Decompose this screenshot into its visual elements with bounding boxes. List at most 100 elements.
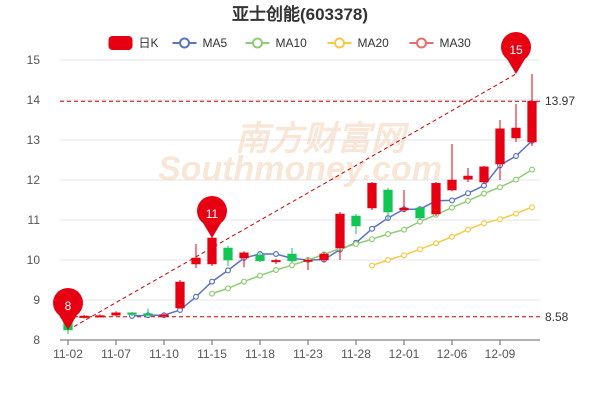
ma-point [528,204,535,211]
legend-label: 日K [139,36,159,50]
y-tick-label: 11 [28,213,41,227]
ma-point [369,236,376,243]
legend-dot-icon [334,37,345,49]
y-tick-label: 12 [27,173,41,187]
y-tick-label: 8 [33,333,40,347]
candle [255,252,265,262]
legend-dot-icon [416,37,427,49]
ma-point [512,176,519,183]
ma-point [385,231,392,238]
ma-point [241,278,248,285]
ma-point [481,220,488,227]
candle [287,248,297,263]
candle [383,188,393,220]
x-tick-label: 11-02 [53,347,83,361]
candle [319,252,329,262]
legend-item-ma30[interactable]: MA30 [409,36,472,50]
ma-point [465,190,472,197]
candle-body [479,166,489,183]
candle [207,236,217,266]
legend-label: MA30 [440,36,472,50]
ma-point [369,262,376,269]
x-tick-label: 12-01 [389,347,420,361]
candle-body [159,314,169,317]
ma-point [209,278,216,285]
candle [511,104,521,142]
candle [159,313,169,318]
x-tick-label: 11-23 [293,347,323,361]
ma-point [465,197,472,204]
ma-point [401,252,408,259]
candle-body [303,259,313,262]
legend-item-ma20[interactable]: MA20 [327,36,390,50]
legend-item-ma5[interactable]: MA5 [172,36,228,50]
candle [431,182,441,216]
candle-body [175,281,185,309]
ma-point [369,225,376,232]
candle [127,312,137,316]
marker-pin [53,288,84,330]
watermark: 南方财富网 Southmoney.com [158,120,442,188]
marker-pin [501,31,531,74]
candle-body [79,315,89,318]
x-tick-label: 11-28 [341,347,371,361]
candle [415,206,425,220]
candle [111,311,121,316]
marker-pin [197,196,228,238]
candle [223,246,233,266]
candle-body [287,253,297,262]
candle-body [207,237,217,265]
candle-body [495,128,505,165]
legend-item-日k[interactable]: 日K [108,36,159,50]
candle [335,212,345,260]
legend-label: MA10 [276,36,308,50]
candle-body [239,252,249,259]
ma-point [257,272,264,279]
candle [175,280,185,309]
moving-average-lines [129,137,535,320]
ma-point [193,293,200,300]
candle-body [191,257,201,265]
candle-body [143,313,153,316]
ma-point [385,257,392,264]
legend-item-ma10[interactable]: MA10 [245,36,308,50]
ma-point [433,240,440,247]
candle [95,314,105,318]
ma-point [209,290,216,297]
price-marker: 15 [501,31,531,74]
ma-point [481,190,488,197]
price-markers: 8 11 15 [53,31,531,330]
candle [463,168,473,182]
candle-body [383,189,393,213]
reference-lines: 13.97 8.58 [60,73,575,331]
y-axis: 8 9 10 11 12 13 14 15 [27,53,41,347]
legend-dot-icon [252,37,263,49]
legend-label: MA20 [358,36,390,50]
candle [527,74,537,146]
candle-body [399,207,409,211]
ma-point [353,241,360,248]
legend-candle-icon [108,36,133,50]
legend-label: MA5 [203,36,228,50]
candle-body [415,207,425,219]
x-axis: 11-02 11-07 11-10 11-15 11-18 11-23 11-28 12-01… [53,339,540,361]
candle [351,214,361,234]
y-tick-label: 13 [27,133,41,147]
x-tick-label: 12-06 [437,347,468,361]
price-marker: 8 [53,288,84,330]
reference-label: 13.97 [545,94,575,108]
legend[interactable]: 日K MA5 MA10 MA20 MA30 [108,36,472,50]
ma-point [225,285,232,292]
candle-body [351,215,361,227]
trend-line [67,73,517,331]
candle [79,314,89,319]
price-marker: 11 [197,196,228,238]
marker-label: 11 [206,207,219,221]
candle [303,258,313,270]
candle [367,182,377,210]
ma-point [449,204,456,211]
candle [447,144,457,192]
ma-point [528,166,535,173]
candle [271,258,281,264]
